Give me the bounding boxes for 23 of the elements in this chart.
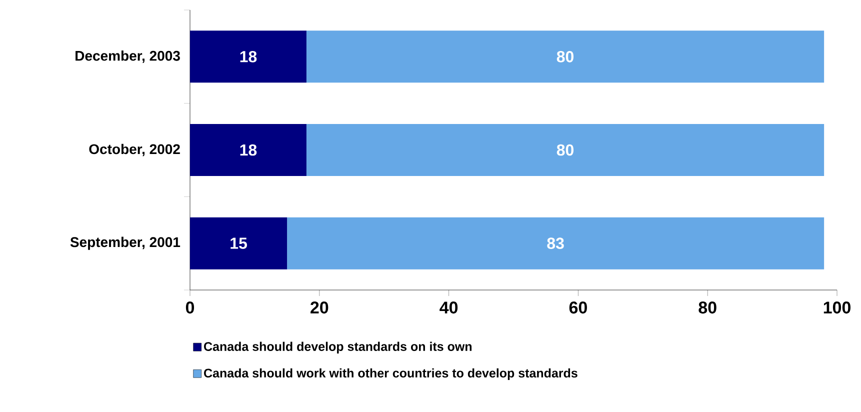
- bar: [306, 124, 824, 176]
- data-label: 18: [240, 51, 257, 62]
- x-tick-label: 100: [824, 302, 850, 314]
- data-label: 83: [547, 238, 564, 249]
- y-tick-label: October, 2002: [89, 144, 180, 156]
- bar: [306, 30, 824, 83]
- x-tick-label: 0: [186, 302, 194, 314]
- data-label: 80: [556, 51, 574, 62]
- x-tick-label: 40: [440, 302, 458, 314]
- bar: [190, 30, 306, 83]
- y-tick-label: December, 2003: [76, 50, 180, 63]
- legend-label: Canada should work with other countries to develop standards: [204, 368, 578, 380]
- bar: [190, 124, 306, 176]
- x-tick-label: 80: [698, 302, 716, 314]
- bar: [190, 217, 288, 270]
- data-label: 80: [556, 144, 574, 156]
- x-tick-label: 20: [310, 302, 328, 314]
- legend-label: Canada should develop standards on its own: [204, 342, 472, 354]
- x-tick-label: 60: [569, 302, 587, 314]
- y-tick-label: September, 2001: [70, 236, 180, 250]
- bar: [287, 217, 824, 270]
- data-label: 18: [240, 144, 257, 156]
- data-label: 15: [230, 238, 247, 249]
